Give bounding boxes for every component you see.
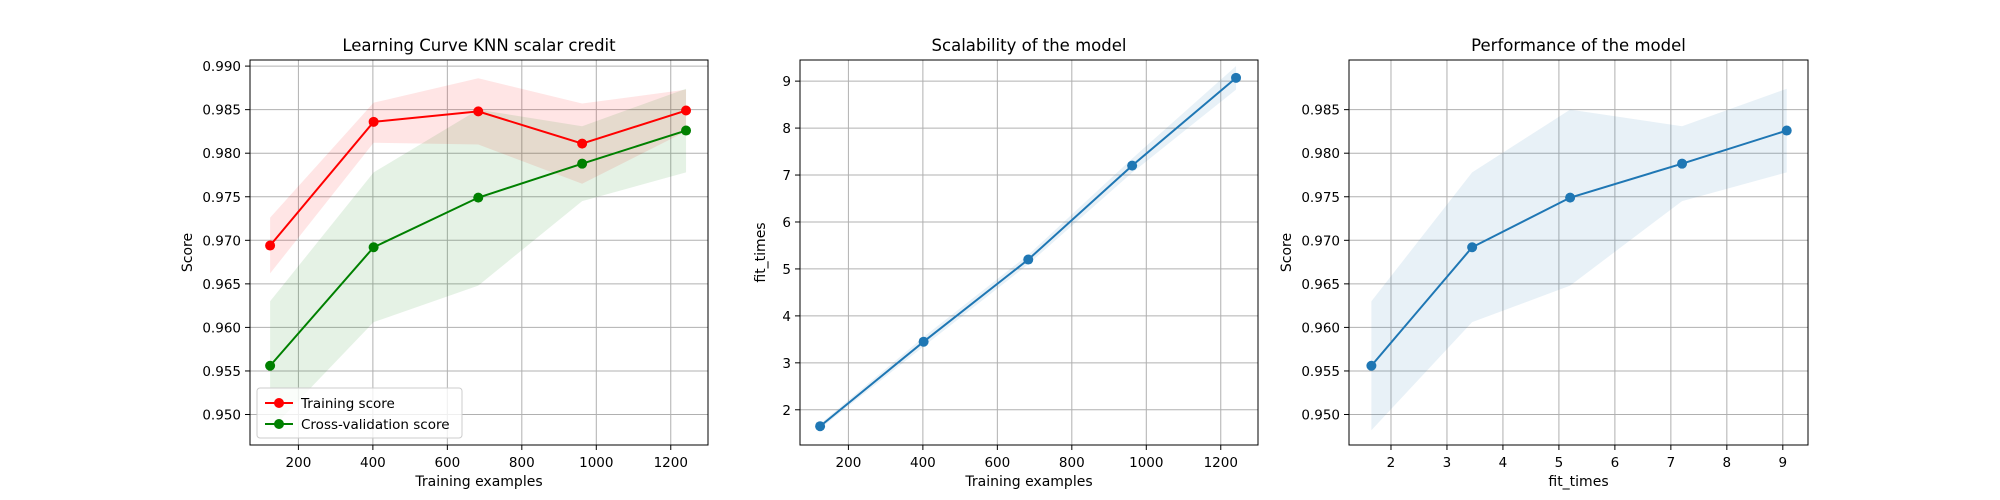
y-tick-label: 0.980 xyxy=(1301,146,1340,162)
y-tick-label: 0.965 xyxy=(1301,277,1340,293)
data-point xyxy=(918,336,929,347)
data-point xyxy=(815,421,826,432)
data-point xyxy=(577,138,588,149)
y-axis-label: fit_times xyxy=(753,222,769,282)
x-tick-label: 1200 xyxy=(654,455,688,471)
data-point xyxy=(473,106,484,117)
legend-box xyxy=(256,387,463,439)
x-axis-label: fit_times xyxy=(1548,474,1608,490)
chart-title: Scalability of the model xyxy=(932,36,1127,55)
y-tick-label: 0.970 xyxy=(202,233,241,249)
y-tick-label: 0.975 xyxy=(1301,190,1340,206)
plot-frame xyxy=(1348,59,1809,446)
chart-title: Performance of the model xyxy=(1471,36,1686,55)
y-tick-label: 0.975 xyxy=(202,190,241,206)
series-band-1 xyxy=(270,78,687,274)
data-point xyxy=(1781,125,1792,136)
y-tick-label: 9 xyxy=(782,74,791,90)
y-tick-label: 0.990 xyxy=(202,59,241,75)
y-tick-label: 0.985 xyxy=(202,103,241,119)
data-point xyxy=(265,360,276,371)
chart-panel-1: 200 400 600 800 1000 1200 0.950 0.955 0.960 0.965… xyxy=(180,36,709,490)
y-tick-label: 0.970 xyxy=(1301,233,1340,249)
plot-frame xyxy=(799,59,1259,446)
x-tick-label: 9 xyxy=(1779,455,1788,471)
x-tick-label: 5 xyxy=(1555,455,1564,471)
x-tick-label: 6 xyxy=(1611,455,1620,471)
plot-frame xyxy=(249,59,709,446)
x-tick-label: 800 xyxy=(1059,455,1085,471)
chart-panel-3: 2 3 4 5 6 7 8 9 0.950 0.955 0.960 0.965 0.970 0.975 0.… xyxy=(1279,36,1809,490)
series-band-2 xyxy=(270,88,687,431)
y-tick-label: 5 xyxy=(782,262,791,278)
y-tick-label: 4 xyxy=(782,309,791,325)
x-tick-label: 800 xyxy=(509,455,535,471)
x-tick-label: 1000 xyxy=(1129,455,1163,471)
y-tick-label: 0.960 xyxy=(202,320,241,336)
y-tick-label: 2 xyxy=(782,403,791,419)
x-tick-label: 2 xyxy=(1387,455,1396,471)
x-tick-label: 7 xyxy=(1667,455,1676,471)
data-point xyxy=(265,240,276,251)
y-axis-label: Score xyxy=(1279,233,1295,272)
data-point xyxy=(473,192,484,203)
x-tick-label: 600 xyxy=(984,455,1010,471)
y-tick-label: 8 xyxy=(782,121,791,137)
x-tick-label: 1200 xyxy=(1204,455,1238,471)
data-point xyxy=(368,116,379,127)
y-tick-label: 0.955 xyxy=(1301,364,1340,380)
legend: Training score Cross-validation score xyxy=(256,387,463,439)
series-band-1 xyxy=(1371,88,1787,431)
data-point xyxy=(577,158,588,169)
x-tick-label: 1000 xyxy=(579,455,613,471)
x-tick-label: 4 xyxy=(1499,455,1508,471)
data-point xyxy=(368,242,379,253)
x-tick-label: 600 xyxy=(434,455,460,471)
y-tick-label: 0.985 xyxy=(1301,103,1340,119)
x-tick-label: 200 xyxy=(836,455,862,471)
data-point xyxy=(1565,192,1576,203)
y-tick-label: 0.960 xyxy=(1301,320,1340,336)
y-axis-label: Score xyxy=(180,233,196,272)
x-axis-label: Training examples xyxy=(414,474,542,490)
y-tick-label: 0.965 xyxy=(202,277,241,293)
data-point xyxy=(681,105,692,116)
x-tick-label: 200 xyxy=(286,455,312,471)
data-point xyxy=(1127,160,1138,171)
legend-swatch-marker xyxy=(274,419,284,429)
legend-label: Training score xyxy=(300,396,395,412)
x-axis-label: Training examples xyxy=(964,474,1092,490)
data-point xyxy=(1467,242,1478,253)
y-tick-label: 7 xyxy=(782,168,791,184)
x-tick-label: 400 xyxy=(910,455,936,471)
chart-title: Learning Curve KNN scalar credit xyxy=(342,36,616,55)
y-tick-label: 6 xyxy=(782,215,791,231)
y-tick-label: 0.980 xyxy=(202,146,241,162)
y-tick-label: 0.950 xyxy=(1301,408,1340,424)
x-tick-label: 400 xyxy=(360,455,386,471)
legend-swatch-marker xyxy=(274,398,284,408)
data-point xyxy=(681,125,692,136)
data-point xyxy=(1366,360,1377,371)
y-tick-label: 0.955 xyxy=(202,364,241,380)
chart-panel-2: 200 400 600 800 1000 1200 2 3 4 5 6 7 8 9 Scalability … xyxy=(753,36,1259,490)
x-tick-label: 3 xyxy=(1443,455,1452,471)
data-point xyxy=(1231,72,1242,83)
y-tick-label: 0.950 xyxy=(202,408,241,424)
y-tick-label: 3 xyxy=(782,356,791,372)
legend-label: Cross-validation score xyxy=(301,417,450,433)
x-tick-label: 8 xyxy=(1723,455,1732,471)
data-point xyxy=(1677,158,1688,169)
data-point xyxy=(1023,254,1034,265)
